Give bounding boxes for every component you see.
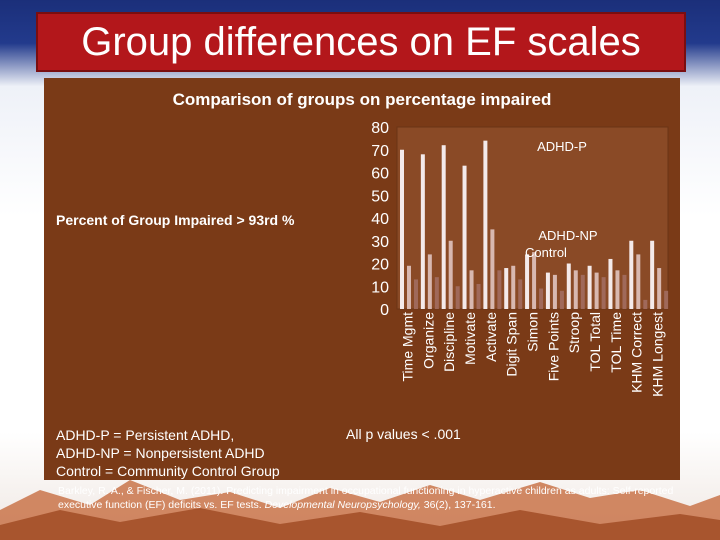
bar-adhd-np	[615, 270, 620, 309]
legend-label: Control	[525, 245, 567, 260]
citation-authors: Barkley, R. A., & Fischer, M. (2011). Pr…	[58, 485, 674, 511]
bar-adhd-np	[636, 254, 641, 309]
bar-adhd-p	[566, 263, 571, 309]
x-tick-label: Time Mgmt	[399, 312, 415, 382]
bar-adhd-p	[504, 268, 509, 309]
x-tick-label: Organize	[420, 312, 436, 369]
slide-title: Group differences on EF scales	[81, 19, 641, 64]
bar-adhd-p	[545, 272, 550, 309]
bar-control	[414, 279, 418, 309]
bar-adhd-np	[407, 265, 411, 309]
bar-control	[434, 277, 439, 309]
legend-label: ADHD-NP	[538, 228, 597, 243]
y-tick-label: 30	[371, 234, 389, 251]
x-tick-label: Simon	[525, 312, 541, 352]
bar-adhd-p	[587, 265, 592, 309]
x-tick-label: TOL Time	[608, 312, 624, 373]
x-tick-label: Stroop	[566, 312, 582, 353]
x-tick-label: Five Points	[545, 312, 561, 381]
abbreviation-line: ADHD-P = Persistent ADHD,	[56, 427, 235, 443]
bar-adhd-p	[525, 254, 530, 309]
bar-adhd-np	[469, 270, 474, 309]
bar-adhd-np	[552, 274, 557, 309]
mountain-decoration	[0, 480, 720, 540]
p-value-note: All p values < .001	[346, 426, 461, 442]
abbreviation-line: Control = Community Control Group	[56, 463, 280, 479]
bar-control	[664, 290, 669, 309]
y-tick-label: 50	[371, 188, 389, 205]
y-tick-label: 0	[380, 302, 389, 319]
slide-title-bar: Group differences on EF scales	[36, 12, 686, 72]
bar-adhd-p	[650, 240, 655, 309]
chart-title: Comparison of groups on percentage impai…	[172, 90, 552, 109]
x-tick-label: Activate	[483, 312, 499, 362]
bar-adhd-p	[420, 154, 425, 309]
y-tick-label: 80	[371, 120, 389, 137]
abbreviation-line: ADHD-NP = Nonpersistent ADHD	[56, 445, 265, 461]
bar-control	[622, 274, 627, 309]
bar-adhd-p	[629, 240, 634, 309]
y-tick-label: 60	[371, 166, 389, 183]
bar-adhd-p	[608, 258, 613, 309]
bar-adhd-p	[400, 149, 404, 309]
bar-adhd-np	[594, 272, 599, 309]
bar-control	[497, 270, 502, 309]
bar-control	[580, 274, 585, 309]
x-tick-label: KHM Correct	[629, 312, 645, 393]
bar-control	[601, 277, 606, 309]
x-tick-label: Motivate	[462, 312, 478, 365]
x-tick-label: KHM Longest	[650, 312, 666, 397]
y-tick-label: 10	[371, 279, 389, 296]
x-tick-label: Digit Span	[504, 312, 520, 377]
bar-adhd-p	[483, 140, 488, 309]
bar-adhd-p	[462, 165, 467, 309]
bar-control	[476, 283, 481, 309]
bar-adhd-np	[573, 270, 578, 309]
bar-control	[539, 288, 544, 309]
legend-label: ADHD-P	[537, 139, 587, 154]
y-tick-label: 20	[371, 257, 389, 274]
y-tick-label: 70	[371, 143, 389, 160]
x-tick-label: TOL Total	[587, 312, 603, 372]
y-axis-label: Percent of Group Impaired > 93rd %	[56, 212, 295, 228]
citation-volume: 36(2), 137-161.	[423, 499, 496, 511]
bar-adhd-np	[511, 265, 516, 309]
bar-control	[643, 299, 648, 309]
abbreviation-notes: ADHD-P = Persistent ADHD, ADHD-NP = Nonp…	[56, 426, 280, 480]
bar-adhd-np	[490, 229, 495, 309]
bar-adhd-np	[448, 240, 453, 309]
bar-control	[518, 279, 523, 309]
bar-adhd-np	[532, 252, 537, 309]
bar-adhd-np	[657, 268, 662, 309]
bar-adhd-p	[441, 145, 446, 309]
bar-control	[455, 286, 460, 309]
bar-adhd-np	[427, 254, 432, 309]
x-tick-label: Discipline	[441, 312, 457, 372]
citation: Barkley, R. A., & Fischer, M. (2011). Pr…	[58, 484, 678, 512]
citation-journal: Developmental Neuropsychology,	[264, 499, 421, 511]
y-tick-label: 40	[371, 211, 389, 228]
bar-control	[559, 290, 564, 309]
